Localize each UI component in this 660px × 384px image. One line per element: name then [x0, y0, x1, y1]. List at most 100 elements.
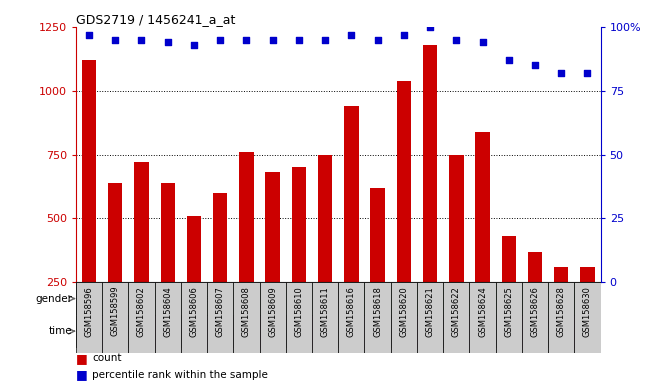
Bar	[181, 282, 207, 353]
Bar	[154, 282, 181, 353]
Bar	[76, 315, 128, 348]
Bar	[502, 236, 516, 282]
Bar	[548, 282, 574, 353]
Text: GSM158596: GSM158596	[84, 286, 94, 336]
Bar	[528, 252, 543, 282]
Bar	[234, 282, 259, 353]
Text: GSM158630: GSM158630	[583, 285, 592, 336]
Text: GSM158616: GSM158616	[347, 285, 356, 336]
Bar	[344, 106, 358, 282]
Bar	[397, 81, 411, 282]
Text: GSM158622: GSM158622	[452, 286, 461, 336]
Point	[451, 36, 461, 43]
Bar	[469, 282, 496, 353]
Point	[136, 36, 147, 43]
Text: gender: gender	[36, 293, 73, 304]
Text: GSM158625: GSM158625	[504, 286, 513, 336]
Bar	[444, 315, 496, 348]
Text: GSM158607: GSM158607	[216, 285, 224, 336]
Text: GSM158606: GSM158606	[189, 285, 199, 336]
Text: GDS2719 / 1456241_a_at: GDS2719 / 1456241_a_at	[76, 13, 235, 26]
Text: GSM158621: GSM158621	[426, 285, 434, 336]
Text: GSM158625: GSM158625	[504, 285, 513, 336]
Bar	[108, 183, 123, 282]
Bar	[187, 216, 201, 282]
Bar	[475, 132, 490, 282]
Text: GSM158624: GSM158624	[478, 286, 487, 336]
Text: male: male	[193, 293, 221, 304]
Text: GSM158624: GSM158624	[478, 285, 487, 336]
Text: GSM158602: GSM158602	[137, 285, 146, 336]
Bar	[496, 315, 548, 348]
Bar	[160, 183, 175, 282]
Bar	[102, 282, 129, 353]
Bar	[338, 315, 391, 348]
Text: GSM158610: GSM158610	[294, 286, 304, 336]
Point	[556, 70, 566, 76]
Text: 16.5 dpc: 16.5 dpc	[502, 327, 543, 336]
Bar	[181, 315, 234, 348]
Bar	[449, 154, 463, 282]
Bar	[444, 282, 469, 353]
Text: GSM158604: GSM158604	[163, 286, 172, 336]
Point	[84, 31, 94, 38]
Bar	[391, 282, 417, 353]
Text: GSM158608: GSM158608	[242, 286, 251, 337]
Bar	[207, 282, 234, 353]
Point	[372, 36, 383, 43]
Text: GSM158596: GSM158596	[84, 285, 94, 336]
Text: GSM158626: GSM158626	[531, 285, 539, 336]
Bar	[234, 315, 286, 348]
Point	[267, 36, 278, 43]
Point	[504, 57, 514, 63]
Bar	[82, 60, 96, 282]
Bar	[522, 282, 548, 353]
Text: 18.5 dpc: 18.5 dpc	[292, 327, 333, 336]
Bar	[312, 282, 339, 353]
Text: GSM158628: GSM158628	[557, 285, 566, 336]
Bar	[128, 282, 154, 353]
Text: female: female	[450, 293, 489, 304]
Bar	[364, 282, 391, 353]
Bar	[213, 193, 228, 282]
Text: GSM158620: GSM158620	[399, 286, 409, 336]
Text: 18.5 dpc: 18.5 dpc	[554, 327, 595, 336]
Bar	[76, 282, 102, 353]
Text: GSM158607: GSM158607	[216, 286, 224, 337]
Text: GSM158626: GSM158626	[531, 286, 539, 337]
Point	[320, 36, 331, 43]
Bar	[391, 315, 444, 348]
Bar	[548, 315, 601, 348]
Bar	[496, 282, 522, 353]
Point	[346, 31, 356, 38]
Text: 11.5 dpc: 11.5 dpc	[344, 327, 385, 336]
Bar	[134, 162, 148, 282]
Text: 16.5 dpc: 16.5 dpc	[239, 327, 280, 336]
Point	[189, 42, 199, 48]
Bar	[574, 282, 601, 353]
Text: GSM158616: GSM158616	[347, 286, 356, 337]
Text: ■: ■	[76, 368, 88, 381]
Point	[162, 39, 173, 45]
Text: GSM158611: GSM158611	[321, 285, 329, 336]
Text: GSM158599: GSM158599	[111, 286, 119, 336]
Bar	[286, 315, 339, 348]
Text: GSM158599: GSM158599	[111, 285, 119, 336]
Text: GSM158618: GSM158618	[373, 285, 382, 336]
Text: GSM158611: GSM158611	[321, 286, 329, 336]
Text: 12.5 dpc: 12.5 dpc	[134, 327, 176, 336]
Text: GSM158609: GSM158609	[268, 285, 277, 336]
Text: 14.5 dpc: 14.5 dpc	[187, 327, 228, 336]
Point	[582, 70, 593, 76]
Bar	[338, 282, 601, 315]
Text: 12.5 dpc: 12.5 dpc	[396, 327, 438, 336]
Text: 14.5 dpc: 14.5 dpc	[449, 327, 490, 336]
Text: GSM158604: GSM158604	[163, 285, 172, 336]
Text: time: time	[49, 326, 73, 336]
Bar	[554, 267, 568, 282]
Text: percentile rank within the sample: percentile rank within the sample	[92, 370, 268, 380]
Text: GSM158609: GSM158609	[268, 286, 277, 336]
Point	[294, 36, 304, 43]
Point	[241, 36, 251, 43]
Text: GSM158608: GSM158608	[242, 285, 251, 336]
